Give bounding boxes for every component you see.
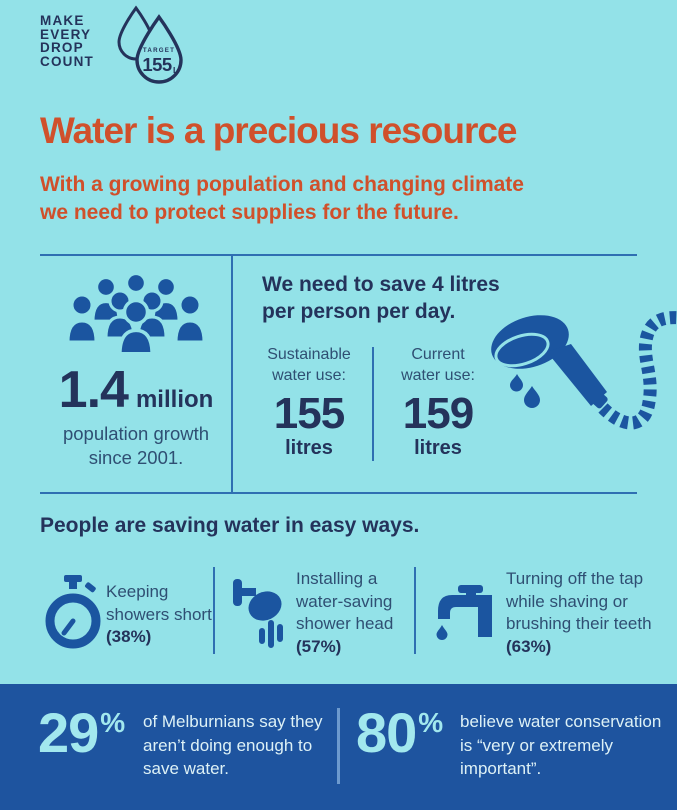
badge-value: 155 (142, 54, 172, 75)
footer-stat-29-number: 29% (38, 701, 126, 764)
logo-word-line: DROP (40, 40, 84, 55)
logo-word-line: EVERY (40, 26, 92, 42)
sustainable-use-unit: litres (285, 437, 333, 459)
water-saving-heading-line-2: per person per day. (262, 299, 456, 323)
divider-footer (337, 708, 340, 784)
percent-sign: % (418, 707, 444, 738)
current-use-value: 159 (402, 389, 474, 438)
tap-icon (436, 585, 492, 640)
footer-stat-80-number: 80% (356, 701, 444, 764)
sustainable-use-label: Sustainable water use: (267, 346, 351, 384)
logo-word-line: COUNT (40, 53, 94, 69)
divider-use-columns (372, 347, 374, 461)
subtitle-line-2: we need to protect supplies for the futu… (40, 200, 459, 224)
divider-top (40, 254, 637, 256)
logo-wordmark: MAKE EVERY DROP COUNT (40, 14, 94, 68)
badge-unit: L (173, 65, 178, 75)
divider-easy-1 (213, 567, 215, 654)
divider-easy-2 (414, 567, 416, 654)
easy-way-item-showers-short: Keeping showers short (38%) (106, 582, 212, 646)
water-saving-heading: We need to save 4 litres per person per … (262, 272, 500, 325)
sustainable-use-stat: Sustainable water use: 155 litres (250, 345, 368, 460)
current-use-unit: litres (414, 437, 462, 459)
subtitle-line-1: With a growing population and changing c… (40, 173, 524, 196)
shower-head-icon (233, 579, 283, 648)
badge-target-label: TARGET (143, 47, 175, 54)
divider-bottom (40, 492, 637, 494)
easy-way-item-tap-off: Turning off the tap while shaving or bru… (506, 569, 652, 656)
target-155-water-drops-icon: TARGET 155 L (117, 5, 183, 84)
page-title: Water is a precious resource (40, 110, 518, 151)
population-crowd-icon (66, 274, 206, 352)
population-unit: million (135, 386, 214, 413)
footer-stat-29-text: of Melburnians say they aren’t doing eno… (143, 712, 323, 778)
easy-way-item-shower-head: Installing a water-saving shower head (5… (296, 569, 394, 656)
current-use-label: Current water use: (401, 346, 475, 384)
stopwatch-icon (45, 575, 101, 649)
sustainable-use-value: 155 (273, 389, 345, 438)
page-subtitle: With a growing population and changing c… (40, 171, 524, 226)
population-caption: population growth since 2001. (40, 422, 232, 470)
population-caption-line-1: population growth (62, 423, 210, 444)
population-stat-block: 1.4 million population growth since 2001… (40, 274, 232, 470)
shower-head-hose-illustration (491, 311, 677, 430)
divider-column (231, 254, 233, 494)
footer-stats-band: 29% of Melburnians say they aren’t doing… (0, 684, 677, 810)
population-value: 1.4 (58, 361, 129, 419)
current-use-stat: Current water use: 159 litres (384, 345, 492, 460)
percent-sign: % (100, 707, 126, 738)
easy-ways-heading: People are saving water in easy ways. (40, 514, 420, 537)
footer-stat-80-text: believe water conservation is “very or e… (460, 712, 662, 778)
logo-word-line: MAKE (40, 13, 85, 28)
population-caption-line-2: since 2001. (88, 447, 184, 468)
population-number: 1.4 million (40, 360, 232, 420)
water-saving-heading-line-1: We need to save 4 litres (262, 273, 500, 296)
